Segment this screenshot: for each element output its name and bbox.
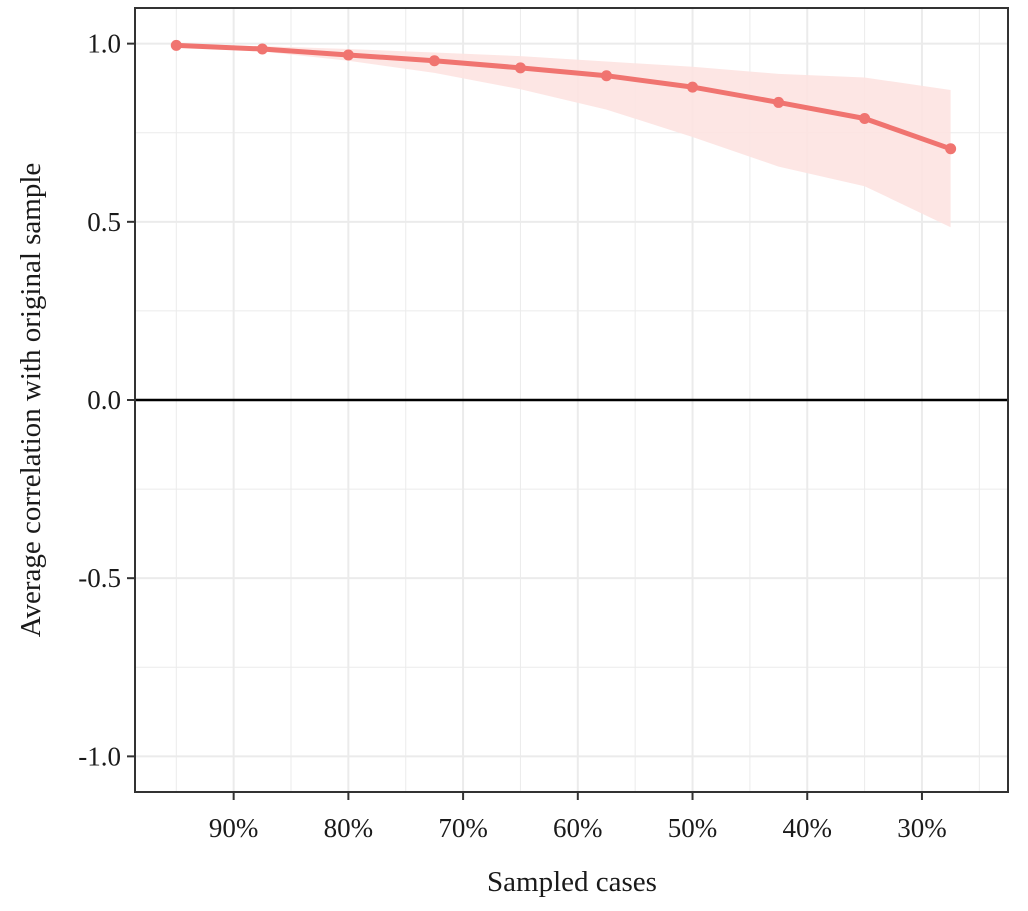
data-point <box>428 55 440 67</box>
data-point <box>342 49 354 61</box>
y-tick-label: 0.5 <box>87 207 121 237</box>
x-tick-label: 90% <box>209 813 259 843</box>
x-tick-label: 40% <box>782 813 832 843</box>
y-tick-label: 1.0 <box>87 29 121 59</box>
y-tick-label: 0.0 <box>87 385 121 415</box>
data-point <box>514 62 526 74</box>
y-tick-label: -1.0 <box>78 741 121 771</box>
x-axis-title: Sampled cases <box>487 866 657 898</box>
confidence-band <box>176 44 951 228</box>
y-axis-title: Average correlation with original sample <box>15 163 47 638</box>
x-tick-label: 30% <box>897 813 947 843</box>
x-axis-ticks: 90% 80% 70% 60% 50% 40% 30% <box>209 792 947 843</box>
x-tick-label: 80% <box>324 813 374 843</box>
x-tick-label: 70% <box>438 813 488 843</box>
data-point <box>600 70 612 82</box>
y-axis-ticks: -1.0 -0.5 0.0 0.5 1.0 <box>78 29 135 771</box>
y-tick-label: -0.5 <box>78 563 121 593</box>
x-tick-label: 50% <box>668 813 718 843</box>
series-line <box>173 42 954 152</box>
plot-area <box>134 7 1009 793</box>
data-point <box>773 96 785 108</box>
data-point <box>256 43 268 55</box>
x-tick-label: 60% <box>553 813 603 843</box>
confidence-band-layer <box>176 44 951 228</box>
data-point <box>170 39 182 51</box>
data-point <box>687 81 699 93</box>
data-point <box>945 143 957 155</box>
series-line-layer <box>173 42 954 152</box>
data-points <box>170 39 957 155</box>
data-point <box>859 112 871 124</box>
